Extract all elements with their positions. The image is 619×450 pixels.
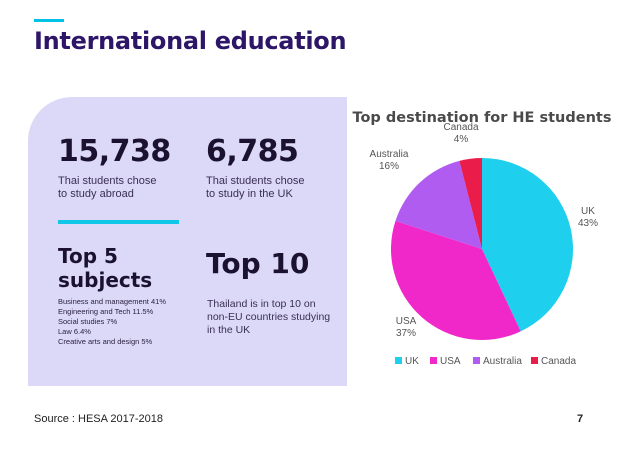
stat-abroad-description: Thai students chose to study abroad <box>58 175 157 200</box>
slice-label-category: UK <box>581 206 595 217</box>
section-divider <box>58 220 179 224</box>
pie-slice-uk <box>482 158 573 332</box>
pie-slice-australia <box>395 160 482 249</box>
legend-swatch <box>430 357 437 364</box>
subject-item: Law 6.4% <box>58 327 91 336</box>
stats-card <box>28 97 347 386</box>
stat-uk-description: Thai students chose to study in the UK <box>206 175 305 200</box>
stat-abroad: 15,738 Thai students chose to study abro… <box>58 137 171 201</box>
slice-label-value: 43% <box>578 218 598 229</box>
pie-slice-canada <box>459 158 482 249</box>
stat-uk-value: 6,785 <box>206 134 299 169</box>
stat-uk: 6,785 Thai students chose to study in th… <box>206 137 316 201</box>
subject-item: Business and management 41% <box>58 297 166 306</box>
chart-legend: UK USA Australia Canada <box>395 356 576 367</box>
slice-label-value: 37% <box>396 328 416 339</box>
slice-label-category: Canada <box>443 122 478 133</box>
slice-label-value: 16% <box>379 161 399 172</box>
chart-title: Top destination for HE students <box>353 110 612 126</box>
legend-label: USA <box>440 356 461 367</box>
page-title: International education <box>34 27 347 55</box>
legend-label: Australia <box>483 356 522 367</box>
pie-slices <box>391 158 573 340</box>
legend-label: UK <box>405 356 419 367</box>
page-number: 7 <box>577 413 584 425</box>
stat-abroad-value: 15,738 <box>58 134 171 169</box>
slice-label-category: Australia <box>370 149 409 160</box>
top10-title: Top 10 <box>206 247 310 280</box>
source-note: Source : HESA 2017-2018 <box>34 413 164 425</box>
subjects-title: Top 5 subjects <box>58 244 153 292</box>
legend-swatch <box>473 357 480 364</box>
subject-item: Engineering and Tech 11.5% <box>58 307 154 316</box>
legend-swatch <box>395 357 402 364</box>
legend-swatch <box>531 357 538 364</box>
legend-label: Canada <box>541 356 576 367</box>
slice-label-value: 4% <box>454 134 469 145</box>
subject-item: Social studies 7% <box>58 317 118 326</box>
slice-label-category: USA <box>396 316 417 327</box>
top10-description: Thailand is in top 10 on non-EU countrie… <box>207 298 331 336</box>
subjects-list: Business and management 41% Engineering … <box>58 297 166 347</box>
pie-slice-usa <box>391 220 521 340</box>
subject-item: Creative arts and design 5% <box>58 337 153 346</box>
title-accent-line <box>34 19 64 22</box>
